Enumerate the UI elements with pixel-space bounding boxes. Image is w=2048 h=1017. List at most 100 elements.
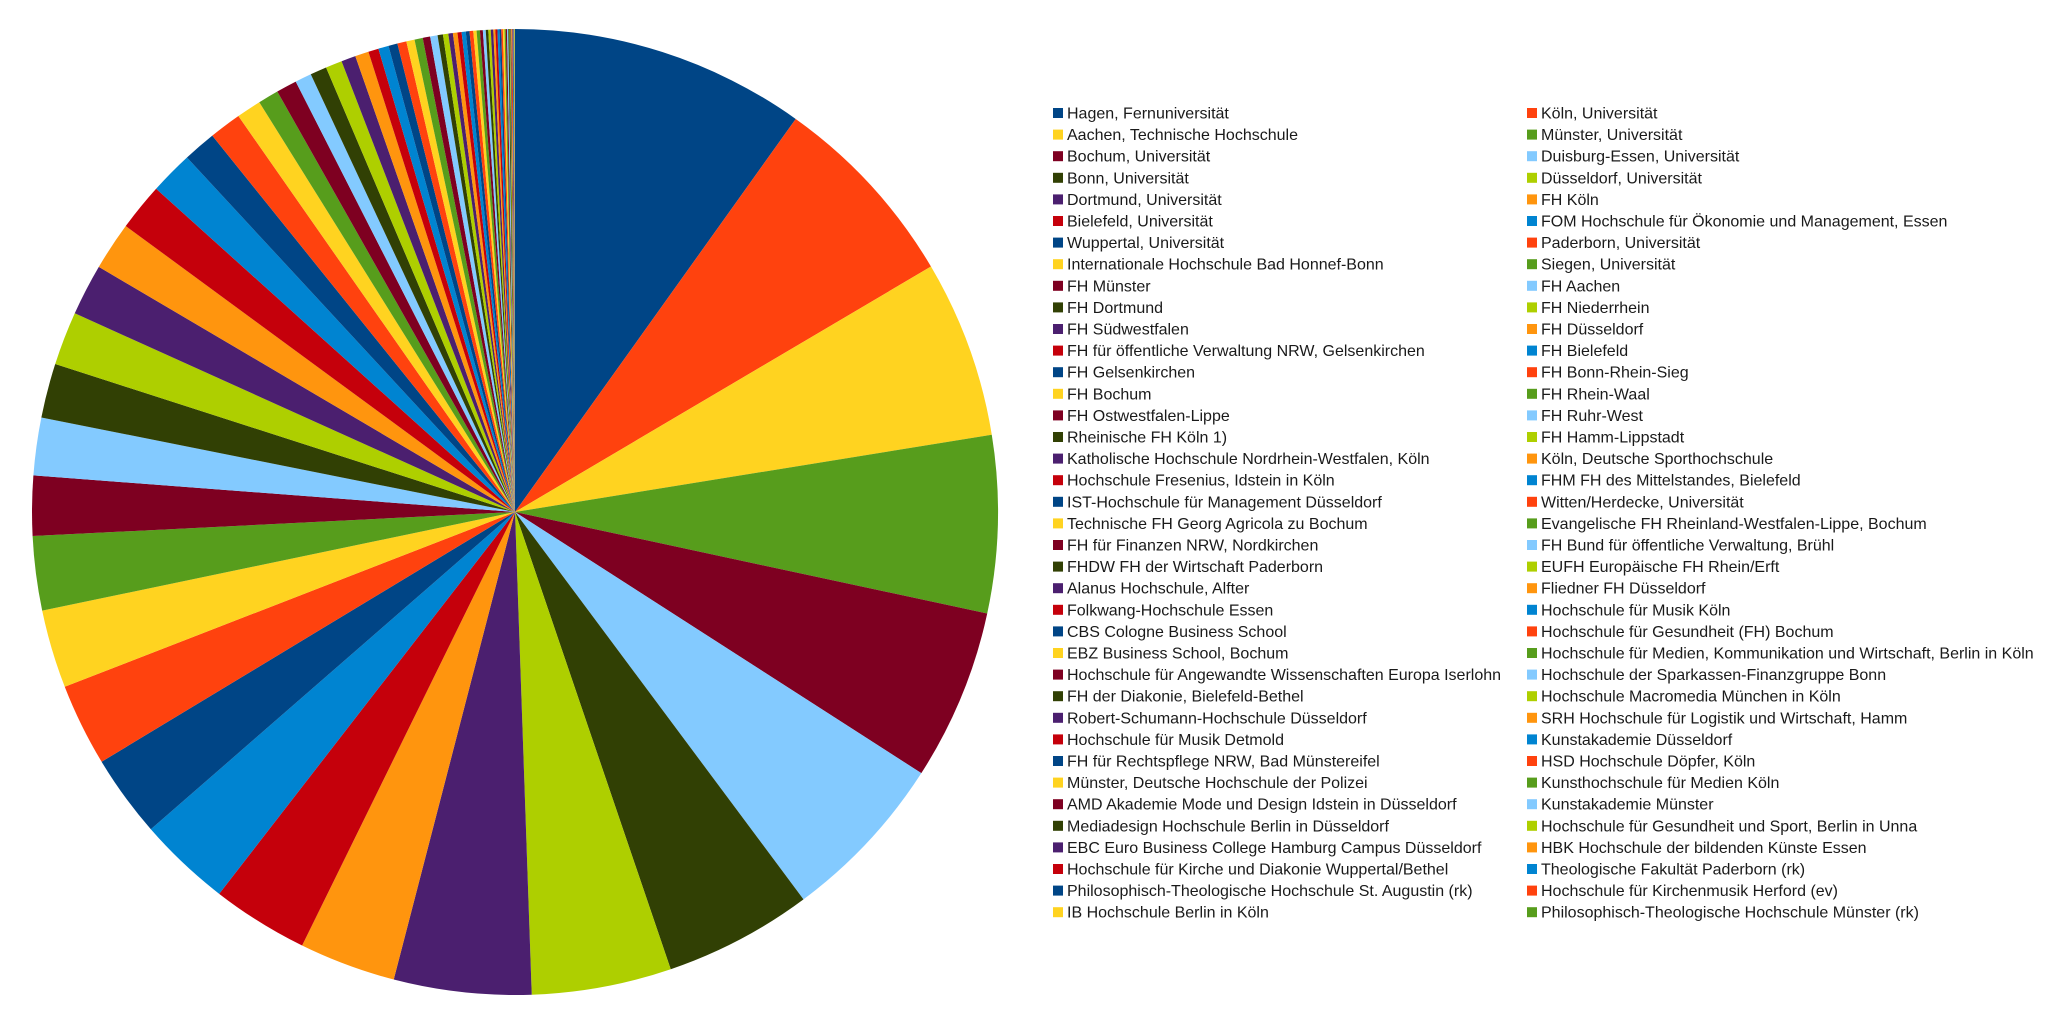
pie-slice: [497, 29, 515, 512]
pie-slice: [388, 43, 515, 512]
legend-swatch: [1053, 842, 1063, 853]
pie-slice: [485, 29, 515, 513]
legend-label: Hochschule für Musik Köln: [1541, 602, 1730, 619]
legend-label: Mediadesign Hochschule Berlin in Düsseld…: [1067, 818, 1390, 835]
pie-slice: [277, 81, 515, 512]
pie-slice: [469, 30, 515, 513]
legend-label: Düsseldorf, Universität: [1541, 170, 1703, 187]
legend-swatch: [1053, 799, 1063, 810]
legend-swatch: [1527, 432, 1537, 442]
legend-swatch: [1053, 194, 1063, 205]
legend-swatch: [1527, 691, 1537, 702]
legend-label: FH Bochum: [1067, 386, 1151, 403]
legend-label: HBK Hochschule der bildenden Künste Esse…: [1541, 840, 1867, 857]
legend-label: Wuppertal, Universität: [1067, 235, 1225, 252]
legend-swatch: [1527, 453, 1537, 464]
legend-swatch: [1053, 756, 1063, 766]
pie-slice: [326, 61, 515, 513]
legend-label: Aachen, Technische Hochschule: [1067, 127, 1298, 144]
legend-label: Bochum, Universität: [1067, 149, 1211, 166]
legend-swatch: [1527, 172, 1537, 183]
pie-slice: [473, 30, 515, 513]
pie-slice: [437, 34, 515, 512]
legend-label: FH Dortmund: [1067, 300, 1163, 317]
pie-slice: [378, 45, 515, 513]
legend-swatch: [1527, 259, 1537, 270]
legend-swatch: [1527, 280, 1537, 291]
pie-slice: [341, 56, 515, 512]
pie-slice: [504, 29, 515, 513]
pie-slice: [513, 28, 515, 512]
legend-label: Hochschule Fresenius, Idstein in Köln: [1067, 473, 1335, 490]
pie-slice: [212, 116, 516, 513]
legend-swatch: [1527, 151, 1537, 162]
pie-slice: [515, 29, 796, 512]
legend-label: Siegen, Universität: [1541, 257, 1676, 274]
legend-swatch: [1053, 453, 1063, 464]
legend-swatch: [1053, 540, 1063, 550]
pie-slice: [482, 29, 515, 512]
legend-swatch: [1053, 432, 1063, 442]
legend-swatch: [1527, 907, 1537, 918]
legend-label: Dortmund, Universität: [1067, 192, 1222, 209]
pie-slice: [295, 74, 515, 513]
legend-label: Alanus Hochschule, Alfter: [1067, 581, 1250, 598]
pie-slice: [101, 512, 515, 830]
pie-slice: [186, 135, 515, 512]
pie-slice: [393, 512, 532, 996]
pie-slice: [515, 266, 992, 512]
legend-label: FH Hamm-Lippstadt: [1541, 430, 1685, 447]
legend-label: Paderborn, Universität: [1541, 235, 1701, 252]
legend-label: Köln, Deutsche Sporthochschule: [1541, 451, 1773, 468]
legend-swatch: [1053, 324, 1063, 334]
legend-swatch: [1053, 108, 1063, 118]
legend-label: FH Bielefeld: [1541, 343, 1628, 360]
legend-swatch: [1527, 712, 1537, 723]
legend-label: Münster, Deutsche Hochschule der Polizei: [1067, 775, 1368, 792]
pie-slice: [515, 512, 804, 970]
pie-slice: [512, 29, 515, 512]
legend-label: AMD Akademie Mode und Design Idstein in …: [1067, 797, 1457, 814]
legend-label: IB Hochschule Berlin in Köln: [1067, 905, 1269, 922]
chart-legend: Hagen, Fernuniversität Köln, Universität A…: [1053, 106, 2034, 922]
legend-swatch: [1527, 496, 1537, 507]
legend-swatch: [1053, 864, 1063, 874]
legend-label: Hochschule der Sparkassen-Finanzgruppe B…: [1541, 667, 1886, 684]
legend-label: FHM FH des Mittelstandes, Bielefeld: [1541, 473, 1801, 490]
legend-label: FH der Diakonie, Bielefeld-Bethel: [1067, 689, 1304, 706]
legend-swatch: [1527, 777, 1537, 788]
pie-slice: [442, 33, 515, 512]
legend-label: Duisburg-Essen, Universität: [1541, 149, 1740, 166]
legend-label: Technische FH Georg Agricola zu Bochum: [1067, 516, 1368, 533]
pie-slices: [32, 28, 999, 996]
legend-label: FH Ostwestfalen-Lippe: [1067, 408, 1230, 425]
legend-swatch: [1527, 842, 1537, 853]
pie-slice: [505, 29, 515, 512]
legend-swatch: [1053, 496, 1063, 507]
pie-slice: [156, 157, 515, 513]
legend-label: FH Rhein-Waal: [1541, 386, 1650, 403]
pie-slice: [513, 28, 515, 512]
pie-slice: [368, 48, 515, 512]
legend-swatch: [1527, 518, 1537, 529]
legend-label: FH für öffentliche Verwaltung NRW, Gelse…: [1067, 343, 1425, 360]
legend-swatch: [1527, 324, 1537, 334]
legend-label: FOM Hochschule für Ökonomie und Manageme…: [1541, 213, 1947, 231]
pie-slice: [461, 31, 515, 513]
pie-slice: [476, 30, 515, 513]
legend-swatch: [1053, 604, 1063, 615]
legend-swatch: [1527, 237, 1537, 248]
legend-swatch: [1053, 691, 1063, 702]
legend-swatch: [1053, 302, 1063, 313]
legend-swatch: [1527, 345, 1537, 356]
legend-label: IST-Hochschule für Management Düsseldorf: [1067, 494, 1382, 511]
legend-label: Hochschule für Gesundheit und Sport, Ber…: [1541, 818, 1917, 835]
legend-label: FH Bund für öffentliche Verwaltung, Brüh…: [1541, 538, 1834, 555]
pie-slice: [98, 226, 515, 513]
legend-swatch: [1527, 669, 1537, 680]
pie-slice: [422, 36, 515, 513]
pie-slice: [41, 364, 515, 512]
pie-slice: [457, 31, 515, 512]
legend-label: FH Köln: [1541, 192, 1599, 209]
legend-swatch: [1053, 885, 1063, 896]
